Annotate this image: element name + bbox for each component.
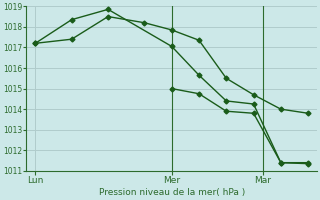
X-axis label: Pression niveau de la mer( hPa ): Pression niveau de la mer( hPa ) <box>99 188 245 197</box>
